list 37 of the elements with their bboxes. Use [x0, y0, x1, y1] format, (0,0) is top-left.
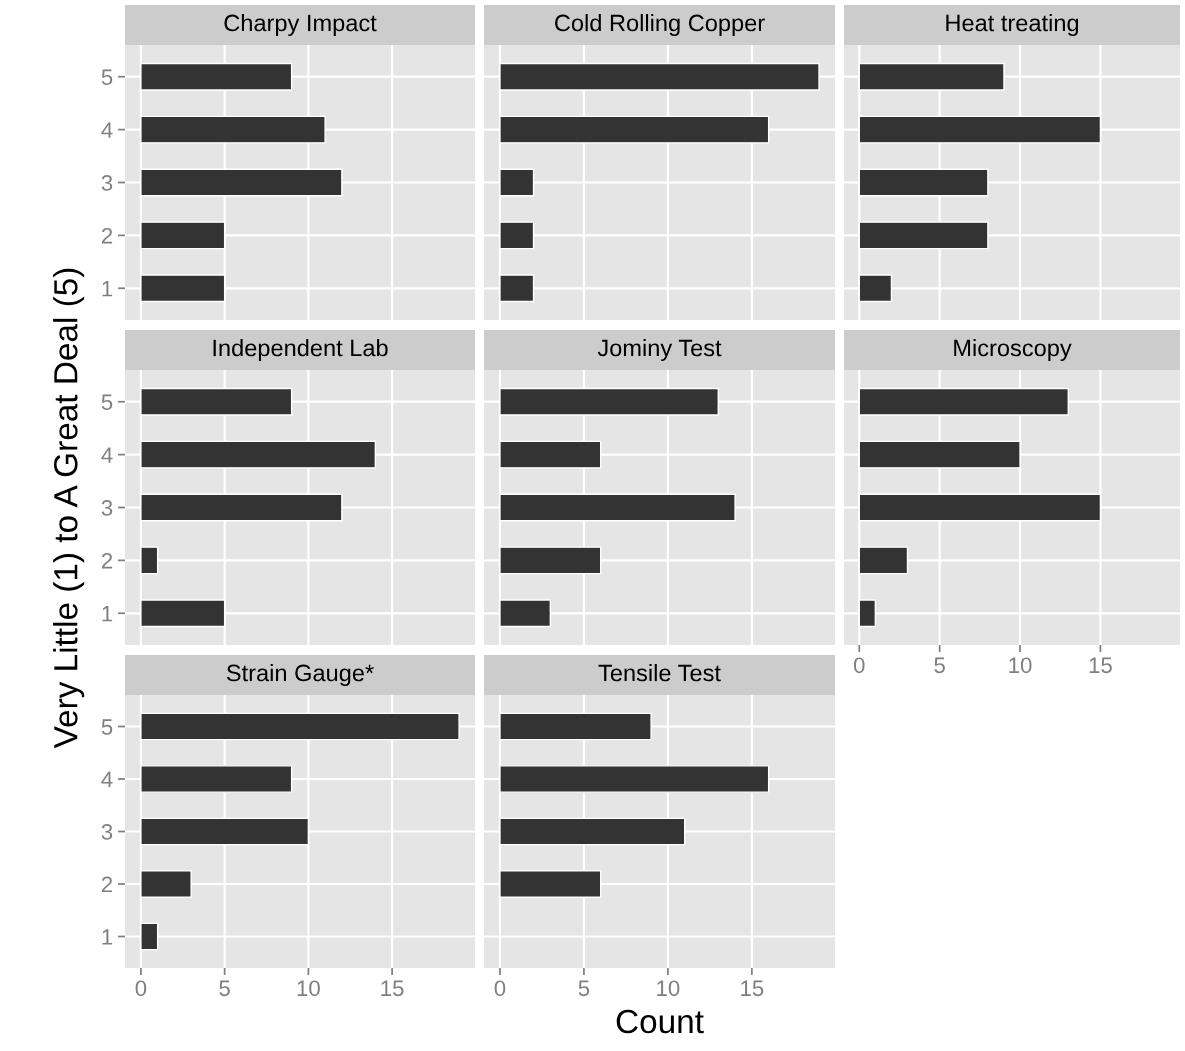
x-tick-label: 0: [494, 980, 506, 997]
y-tick-label: 4: [101, 447, 113, 463]
x-axis-title: Count: [616, 1009, 704, 1034]
y-tick-label: 3: [101, 824, 113, 840]
y-axis-title: Very Little (1) to A Great Deal (5): [53, 268, 85, 749]
chart-title: Jominy Test: [597, 339, 722, 362]
chart-title: Charpy Impact: [224, 14, 377, 37]
x-tick-label: 0: [135, 980, 147, 997]
x-tick-label: 0: [853, 657, 865, 674]
y-tick-label: 4: [101, 771, 113, 788]
y-tick-label: 4: [101, 122, 113, 138]
chart-title: Tensile Test: [598, 663, 721, 682]
y-tick-label: 5: [101, 394, 113, 410]
chart-title: Independent Lab: [213, 339, 388, 362]
y-tick-label: 1: [102, 929, 113, 945]
chart-title: Strain Gauge*: [226, 663, 374, 687]
chart-title: Cold Rolling Copper: [555, 14, 765, 37]
y-tick-label: 3: [101, 500, 113, 516]
y-tick-label: 2: [101, 552, 113, 569]
x-tick-label: 5: [219, 980, 230, 997]
y-tick-label: 3: [101, 175, 113, 191]
x-tick-label: 10: [1009, 657, 1032, 674]
x-tick-label: 15: [741, 980, 764, 997]
chart-title: Heat treating: [946, 14, 1079, 37]
x-tick-label: 10: [297, 980, 320, 997]
x-tick-label: 5: [934, 657, 945, 674]
y-tick-label: 1: [102, 606, 113, 622]
x-tick-label: 5: [578, 980, 590, 997]
x-tick-label: 15: [1089, 657, 1112, 674]
y-tick-label: 5: [101, 69, 113, 85]
y-tick-label: 1: [102, 281, 113, 297]
y-tick-label: 2: [101, 227, 113, 244]
y-tick-label: 5: [101, 719, 113, 735]
x-tick-label: 10: [657, 980, 680, 997]
x-tick-label: 15: [381, 980, 404, 997]
y-tick-label: 2: [101, 876, 113, 893]
chart-title: Microscopy: [954, 339, 1072, 362]
